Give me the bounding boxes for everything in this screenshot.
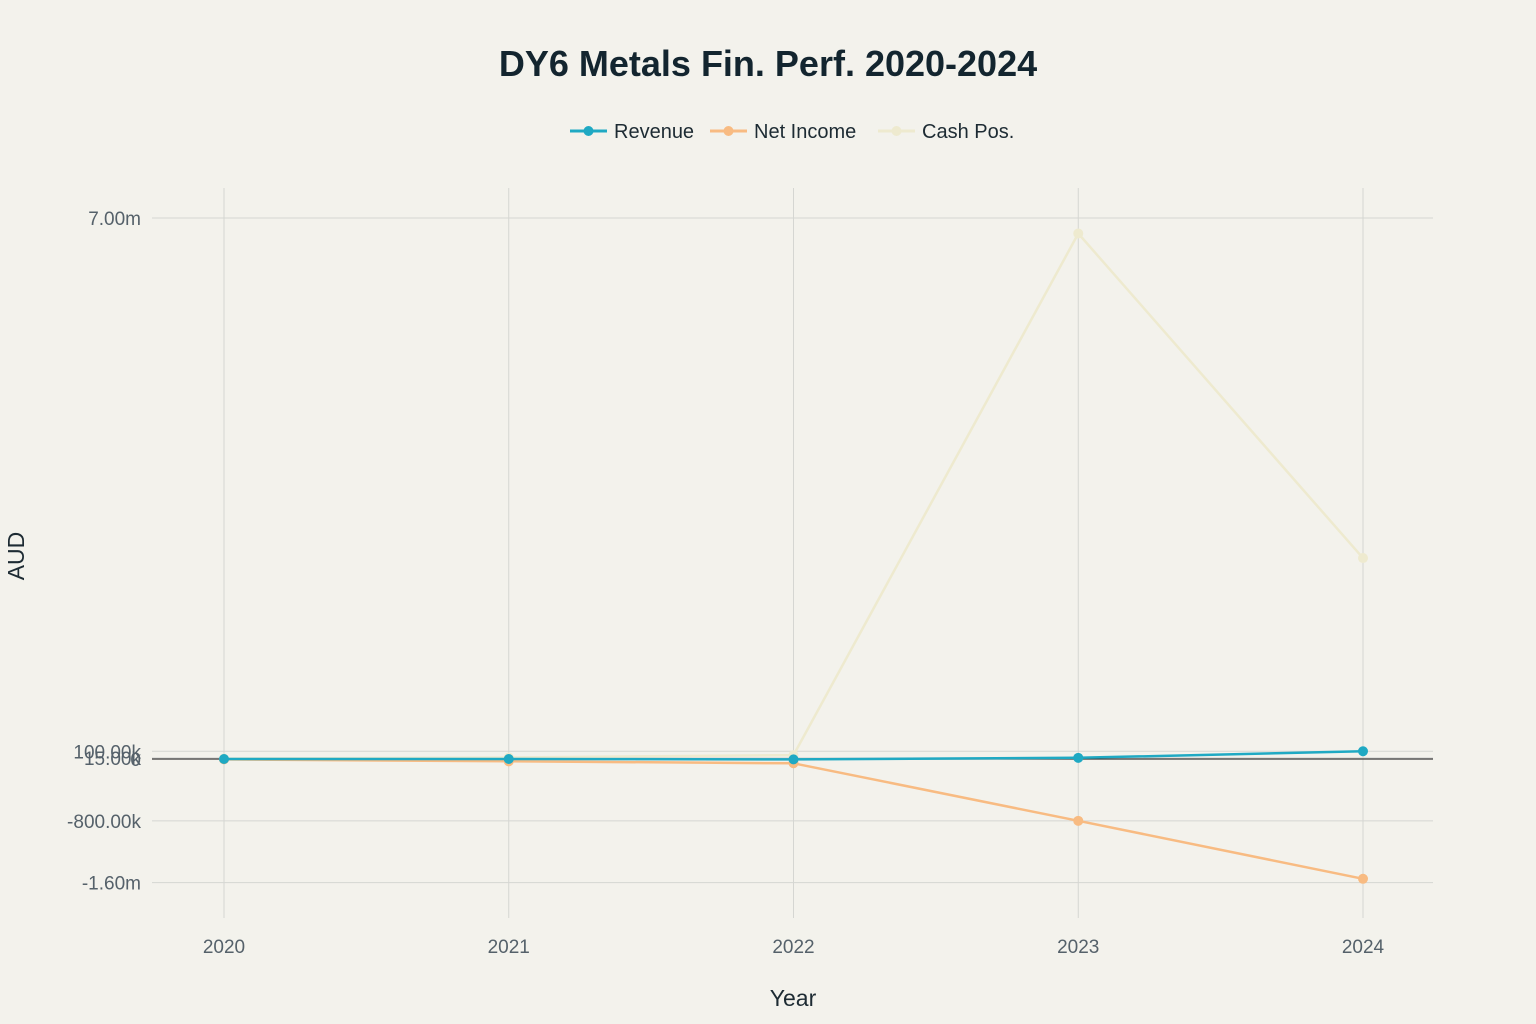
legend-item-net-income[interactable]: Net Income (710, 121, 856, 143)
y-axis-title: AUD (3, 532, 29, 581)
x-tick-label: 2021 (488, 937, 530, 958)
legend-item-revenue[interactable]: Revenue (570, 121, 694, 143)
revenue-point[interactable] (503, 754, 514, 764)
cash-pos-point[interactable] (1073, 228, 1084, 239)
x-axis: 2020 2021 2022 2023 2024 (203, 937, 1385, 958)
series-group (219, 228, 1368, 884)
legend-swatch-marker (583, 126, 594, 136)
revenue-point[interactable] (1073, 752, 1084, 763)
y-tick-label: 7.00m (88, 209, 141, 230)
x-tick-label: 2024 (1342, 937, 1385, 958)
revenue-point[interactable] (1358, 746, 1368, 757)
series-revenue (219, 746, 1368, 765)
x-axis-title: Year (770, 985, 817, 1011)
y-tick-label: -800.00k (67, 812, 141, 833)
revenue-point[interactable] (788, 754, 799, 765)
legend-item-cash-pos[interactable]: Cash Pos. (878, 121, 1014, 143)
legend[interactable]: Revenue Net Income Cash Pos. (570, 121, 1014, 143)
chart-title: DY6 Metals Fin. Perf. 2020-2024 (499, 43, 1037, 84)
x-tick-label: 2022 (772, 937, 814, 958)
y-tick-label: 100.00k (73, 742, 141, 763)
x-tick-label: 2023 (1057, 937, 1099, 958)
revenue-point[interactable] (219, 754, 229, 764)
y-tick-label: 0 (130, 750, 141, 771)
legend-label: Cash Pos. (922, 121, 1014, 143)
legend-swatch-marker (723, 126, 734, 136)
y-tick-label: -1.60m (82, 874, 141, 895)
legend-label: Revenue (614, 121, 694, 143)
y-tick-label: 15.00k (84, 749, 142, 770)
net-income-point[interactable] (1358, 873, 1368, 884)
net-income-point[interactable] (1073, 815, 1084, 826)
grid (152, 188, 1433, 918)
x-tick-label: 2020 (203, 937, 245, 958)
legend-swatch-marker (891, 126, 902, 136)
cash-pos-point[interactable] (1358, 553, 1368, 564)
legend-label: Net Income (754, 121, 856, 143)
